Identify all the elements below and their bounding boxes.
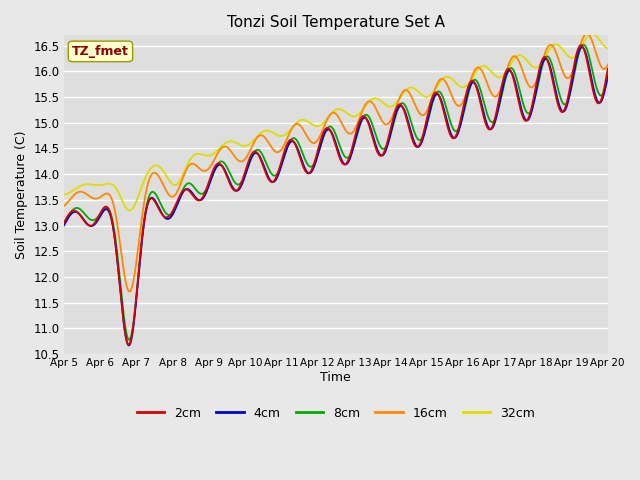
16cm (154, 173, 162, 179)
2cm (577, 42, 585, 48)
Text: TZ_fmet: TZ_fmet (72, 45, 129, 58)
16cm (593, 54, 601, 60)
2cm (269, 179, 276, 185)
8cm (125, 337, 133, 343)
Y-axis label: Soil Temperature (C): Soil Temperature (C) (15, 131, 28, 259)
4cm (154, 204, 162, 210)
4cm (125, 343, 132, 348)
32cm (535, 63, 543, 69)
32cm (126, 208, 134, 214)
2cm (593, 100, 601, 106)
2cm (292, 144, 300, 149)
2cm (60, 220, 68, 226)
16cm (535, 72, 543, 77)
4cm (604, 72, 612, 78)
16cm (292, 121, 300, 127)
4cm (292, 143, 300, 148)
8cm (154, 196, 162, 202)
32cm (122, 204, 130, 210)
32cm (593, 35, 601, 40)
32cm (604, 45, 612, 51)
8cm (604, 75, 612, 81)
4cm (60, 223, 68, 228)
16cm (269, 146, 276, 152)
4cm (593, 98, 601, 104)
2cm (604, 66, 612, 72)
X-axis label: Time: Time (321, 371, 351, 384)
16cm (125, 288, 133, 294)
8cm (269, 172, 276, 178)
Line: 8cm: 8cm (64, 45, 608, 340)
16cm (604, 62, 612, 68)
8cm (122, 327, 130, 333)
32cm (60, 192, 68, 198)
8cm (60, 220, 68, 226)
16cm (60, 203, 68, 209)
4cm (122, 335, 130, 340)
Line: 2cm: 2cm (64, 45, 608, 345)
32cm (154, 163, 162, 169)
16cm (122, 280, 130, 286)
8cm (580, 42, 588, 48)
2cm (535, 69, 543, 75)
2cm (125, 342, 132, 348)
8cm (292, 137, 300, 143)
Line: 16cm: 16cm (64, 34, 608, 291)
Line: 32cm: 32cm (64, 34, 608, 211)
16cm (583, 31, 591, 36)
4cm (578, 44, 586, 50)
32cm (588, 31, 596, 36)
32cm (292, 120, 300, 126)
Legend: 2cm, 4cm, 8cm, 16cm, 32cm: 2cm, 4cm, 8cm, 16cm, 32cm (132, 402, 540, 425)
2cm (154, 205, 162, 211)
32cm (269, 130, 276, 135)
8cm (593, 87, 601, 93)
Line: 4cm: 4cm (64, 47, 608, 346)
2cm (122, 335, 130, 340)
Title: Tonzi Soil Temperature Set A: Tonzi Soil Temperature Set A (227, 15, 445, 30)
4cm (535, 75, 543, 81)
8cm (535, 78, 543, 84)
4cm (269, 179, 276, 185)
